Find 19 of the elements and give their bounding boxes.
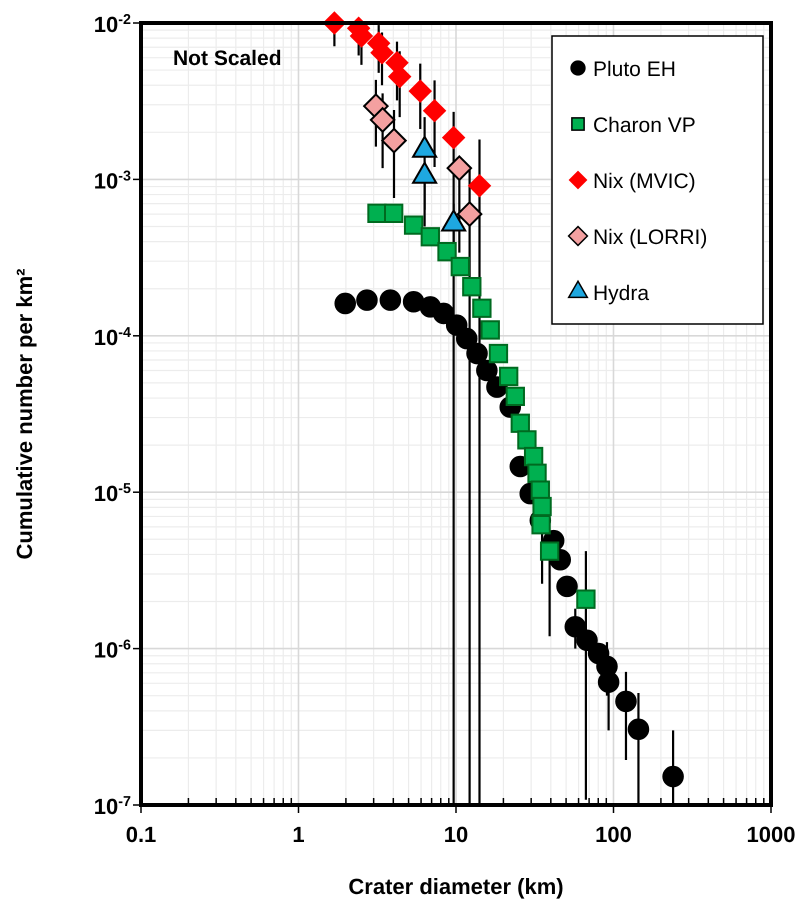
x-axis-title: Crater diameter (km) [348, 874, 564, 899]
legend-label: Pluto EH [593, 58, 676, 81]
legend-label: Nix (LORRI) [593, 226, 708, 249]
y-tick-label: 10$^{-2}$ [94, 12, 132, 37]
x-tick-label: 1 [292, 822, 305, 847]
legend-label: Hydra [593, 282, 650, 305]
y-tick-label: 10$^{-5}$ [94, 481, 132, 506]
x-tick-label: 10 [444, 822, 468, 847]
annotation: Not Scaled [173, 47, 282, 70]
legend-label: Charon VP [593, 114, 696, 137]
x-tick-label: 0.1 [126, 822, 156, 847]
y-tick-label: 10$^{-4}$ [94, 324, 132, 350]
y-axis-title: Cumulative number per km² [12, 268, 37, 560]
legend-label: Nix (MVIC) [593, 170, 696, 193]
x-tick-label: 1000 [746, 822, 796, 847]
y-tick-label: 10$^{-7}$ [94, 794, 132, 819]
y-tick-label: 10$^{-6}$ [94, 638, 132, 663]
x-tick-label: 100 [595, 822, 632, 847]
y-tick-label: 10$^{-3}$ [94, 168, 132, 194]
